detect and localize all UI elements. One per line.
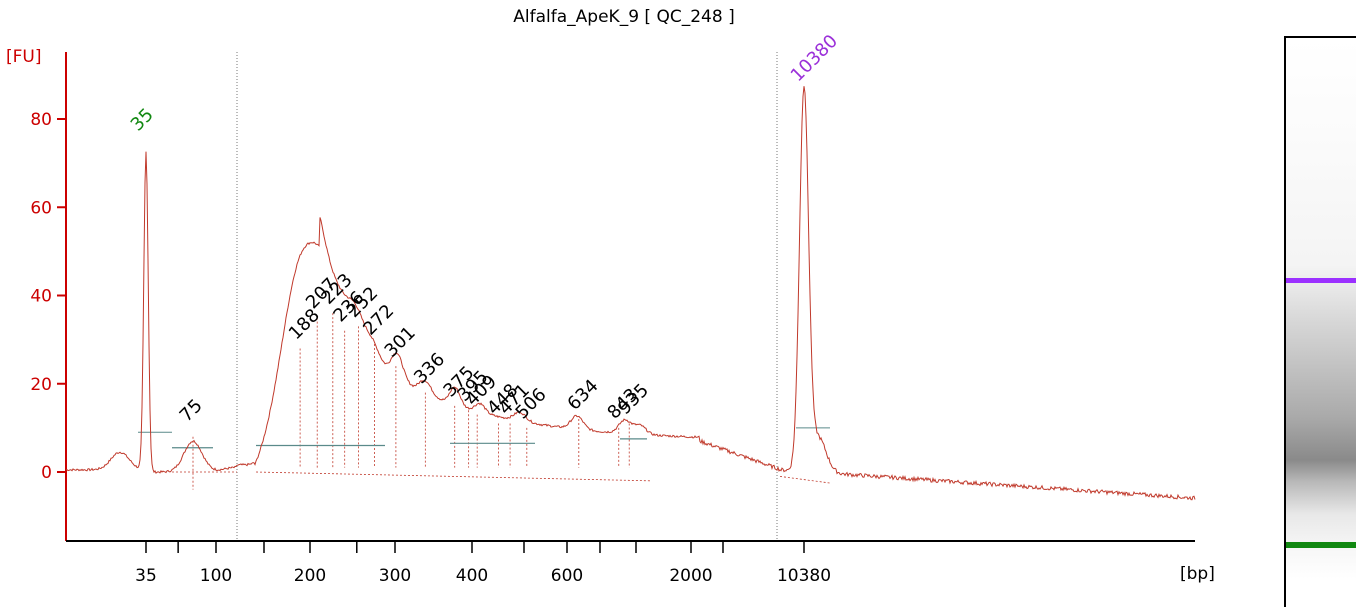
x-tick-label: 200 bbox=[294, 566, 326, 586]
y-tick-label: 80 bbox=[30, 110, 52, 130]
gel-smear bbox=[1286, 38, 1356, 579]
gel-upper-marker-band bbox=[1286, 278, 1356, 283]
y-tick-label: 40 bbox=[30, 287, 52, 307]
x-tick-label: 35 bbox=[135, 566, 157, 586]
virtual-gel-lane bbox=[1284, 36, 1356, 607]
peak-label-634: 634 bbox=[563, 375, 602, 414]
integration-floor bbox=[255, 471, 651, 482]
x-tick-label: 300 bbox=[379, 566, 411, 586]
x-tick-label: 2000 bbox=[669, 566, 712, 586]
peak-label-35: 35 bbox=[127, 104, 158, 135]
trace-line bbox=[65, 86, 1196, 501]
gel-lower-marker-band bbox=[1286, 542, 1356, 548]
peak-label-75: 75 bbox=[176, 395, 207, 426]
peak-labels: 3575188207223236252272301336375395409448… bbox=[127, 31, 842, 427]
y-tick-label: 0 bbox=[41, 463, 52, 483]
x-axis-unit-label: [bp] bbox=[1180, 564, 1215, 584]
y-tick-label: 60 bbox=[30, 198, 52, 218]
gel-image bbox=[1286, 38, 1356, 579]
y-tick-label: 20 bbox=[30, 375, 52, 395]
y-axis-unit-label: [FU] bbox=[6, 47, 42, 67]
chart-title: Alfalfa_ApeK_9 [ QC_248 ] bbox=[513, 7, 734, 27]
x-tick-label: 100 bbox=[200, 566, 232, 586]
x-tick-label: 400 bbox=[456, 566, 488, 586]
integration-floor bbox=[779, 476, 831, 484]
electropherogram-trace bbox=[65, 86, 1196, 501]
x-tick-label: 600 bbox=[551, 566, 583, 586]
integration-baselines bbox=[138, 313, 831, 490]
chart-axes: [FU] [bp] 0 20 40 60 80 35 100 200 300 400 600 2000 10… bbox=[6, 47, 1215, 586]
electropherogram-chart: Alfalfa_ApeK_9 [ QC_248 ] [FU] [bp] 0 20 40 6… bbox=[6, 7, 1215, 586]
peak-label-301: 301 bbox=[381, 322, 420, 361]
peak-label-10380: 10380 bbox=[787, 31, 842, 86]
x-tick-label: 10380 bbox=[777, 566, 831, 586]
